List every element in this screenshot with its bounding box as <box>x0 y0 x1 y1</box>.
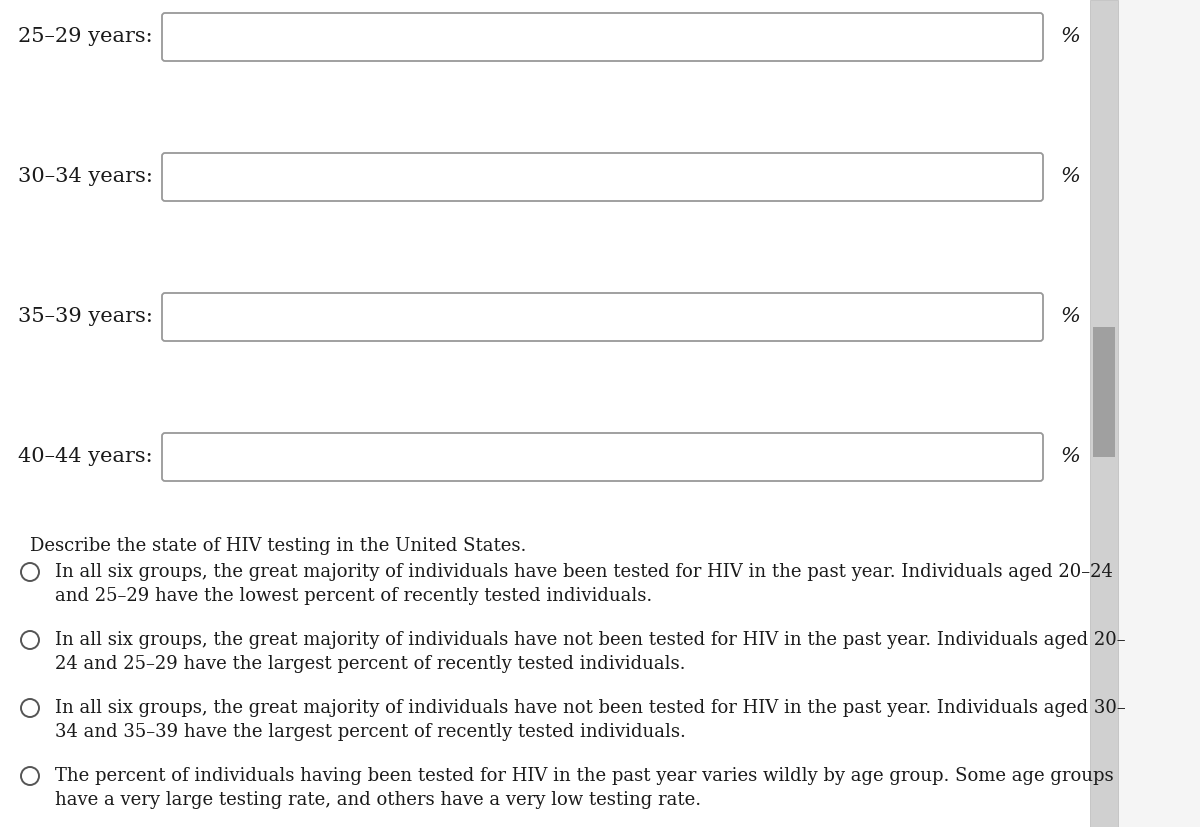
FancyBboxPatch shape <box>162 293 1043 341</box>
Text: In all six groups, the great majority of individuals have not been tested for HI: In all six groups, the great majority of… <box>55 631 1126 673</box>
FancyBboxPatch shape <box>162 433 1043 481</box>
Text: %: % <box>1060 27 1080 46</box>
Text: Describe the state of HIV testing in the United States.: Describe the state of HIV testing in the… <box>30 537 527 555</box>
Text: In all six groups, the great majority of individuals have not been tested for HI: In all six groups, the great majority of… <box>55 699 1126 741</box>
Text: The percent of individuals having been tested for HIV in the past year varies wi: The percent of individuals having been t… <box>55 767 1114 810</box>
Text: %: % <box>1060 447 1080 466</box>
FancyBboxPatch shape <box>162 153 1043 201</box>
Text: 25–29 years:: 25–29 years: <box>18 27 154 46</box>
Text: 35–39 years:: 35–39 years: <box>18 308 154 327</box>
Text: %: % <box>1060 308 1080 327</box>
Text: In all six groups, the great majority of individuals have been tested for HIV in: In all six groups, the great majority of… <box>55 563 1112 605</box>
FancyBboxPatch shape <box>0 0 1090 827</box>
Text: %: % <box>1060 168 1080 187</box>
Text: 30–34 years:: 30–34 years: <box>18 168 154 187</box>
FancyBboxPatch shape <box>162 13 1043 61</box>
FancyBboxPatch shape <box>1118 0 1200 827</box>
FancyBboxPatch shape <box>1093 327 1115 457</box>
Text: 40–44 years:: 40–44 years: <box>18 447 154 466</box>
FancyBboxPatch shape <box>1090 0 1118 827</box>
